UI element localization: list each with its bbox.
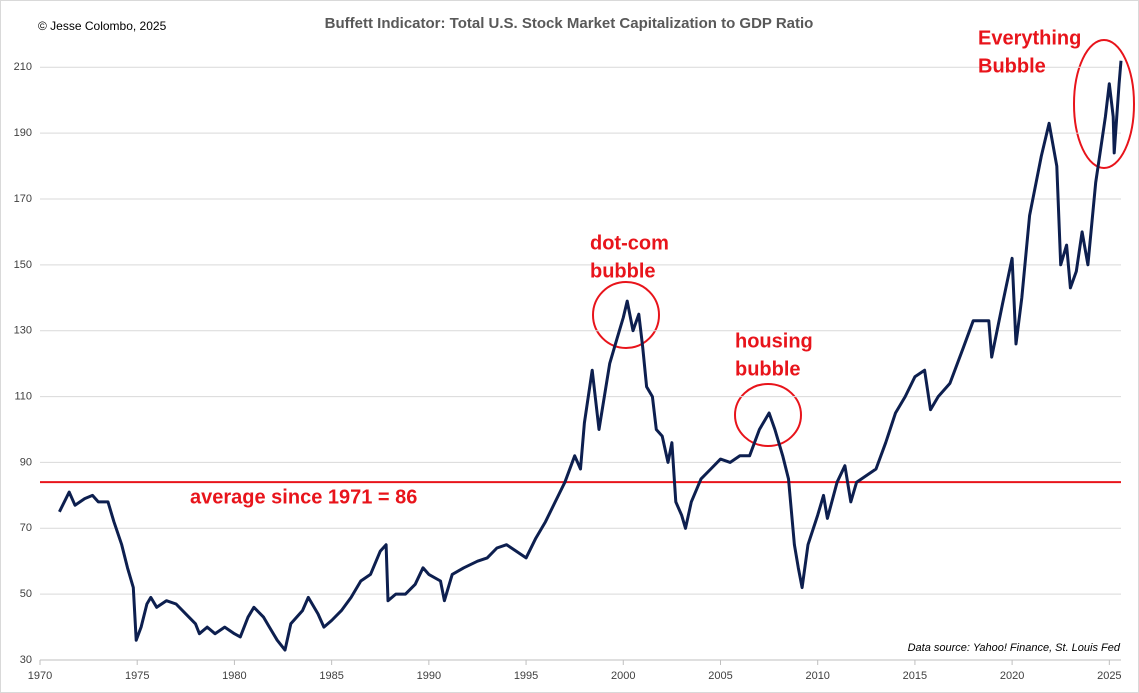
x-tick-label: 1985 — [319, 670, 343, 682]
annotation: bubble — [590, 260, 656, 282]
y-tick-label: 110 — [14, 390, 32, 402]
credit: © Jesse Colombo, 2025 — [38, 19, 167, 33]
y-tick-label: 130 — [14, 325, 32, 337]
chart-title: Buffett Indicator: Total U.S. Stock Mark… — [325, 15, 814, 32]
x-tick-label: 2025 — [1097, 670, 1121, 682]
annotation: average since 1971 = 86 — [190, 486, 417, 508]
x-tick-label: 2020 — [1000, 670, 1024, 682]
x-tick-label: 1975 — [125, 670, 149, 682]
y-tick-label: 150 — [14, 259, 32, 271]
y-tick-label: 210 — [14, 61, 32, 73]
highlight-circle — [592, 281, 660, 349]
annotation: dot-com — [590, 232, 669, 254]
data-line — [58, 60, 1123, 652]
annotation: housing — [735, 330, 813, 352]
annotation: bubble — [735, 358, 801, 380]
y-tick-label: 190 — [14, 127, 32, 139]
y-tick-label: 90 — [20, 456, 32, 468]
x-tick-label: 1970 — [28, 670, 52, 682]
annotation: Everything — [978, 27, 1081, 49]
x-tick-label: 2010 — [805, 670, 829, 682]
x-tick-label: 1990 — [417, 670, 441, 682]
highlight-circle — [734, 383, 802, 447]
y-tick-label: 170 — [14, 193, 32, 205]
source: Data source: Yahoo! Finance, St. Louis F… — [908, 642, 1121, 654]
y-tick-label: 30 — [20, 654, 32, 666]
annotation: Bubble — [978, 55, 1046, 77]
x-tick-label: 2015 — [903, 670, 927, 682]
x-tick-label: 2005 — [708, 670, 732, 682]
y-tick-label: 50 — [20, 588, 32, 600]
x-tick-label: 2000 — [611, 670, 635, 682]
x-tick-label: 1995 — [514, 670, 538, 682]
x-tick-label: 1980 — [222, 670, 246, 682]
highlight-circle — [1073, 39, 1135, 169]
y-tick-label: 70 — [20, 522, 32, 534]
